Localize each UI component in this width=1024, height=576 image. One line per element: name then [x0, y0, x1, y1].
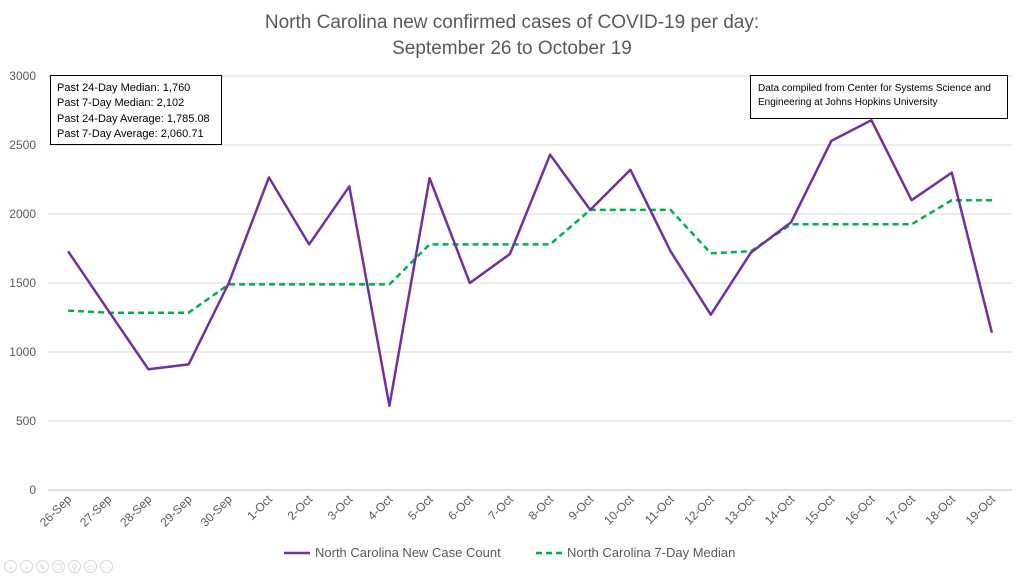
x-tick-label: 1-Oct: [244, 492, 275, 523]
series-line-median: [68, 198, 992, 314]
legend-label: North Carolina New Case Count: [315, 545, 501, 560]
x-tick-label: 17-Oct: [882, 492, 918, 528]
stats-line-7day-average: Past 7-Day Average: 2,060.71: [57, 128, 204, 141]
x-tick-label: 4-Oct: [365, 492, 396, 523]
x-tick-label: 13-Oct: [722, 492, 758, 528]
x-tick-label: 15-Oct: [802, 492, 838, 528]
x-axis-ticks: 26-Sep 27-Sep 28-Sep 29-Sep 30-Sep 1-Oct 2-Oct…: [37, 492, 999, 530]
x-tick-label: 30-Sep: [198, 492, 235, 529]
forward-icon[interactable]: ›: [20, 560, 33, 573]
legend-label: North Carolina 7-Day Median: [567, 545, 735, 560]
y-tick-label: 1500: [9, 276, 36, 290]
x-tick-label: 2-Oct: [285, 492, 316, 523]
x-tick-label: 29-Sep: [157, 492, 194, 529]
legend: North Carolina New Case Count North Carol…: [284, 545, 735, 560]
x-tick-label: 12-Oct: [682, 492, 718, 528]
present-icon[interactable]: ▭: [84, 560, 97, 573]
series-lines: [67, 118, 994, 408]
x-tick-label: 7-Oct: [485, 492, 516, 523]
source-annotation-box: Data compiled from Center for Systems Sc…: [750, 75, 1008, 119]
pen-icon[interactable]: ✎: [36, 560, 49, 573]
x-tick-label: 18-Oct: [923, 492, 959, 528]
stats-line-24day-median: Past 24-Day Median: 1,760: [57, 82, 191, 94]
x-tick-label: 9-Oct: [566, 492, 597, 523]
x-tick-label: 8-Oct: [526, 492, 557, 523]
x-tick-label: 14-Oct: [762, 492, 798, 528]
y-tick-label: 2000: [9, 207, 36, 221]
series-line-case-count: [67, 118, 994, 408]
zoom-icon[interactable]: ⚲: [68, 560, 81, 573]
x-tick-label: 19-Oct: [963, 492, 999, 528]
chart-title-line-1: North Carolina new confirmed cases of CO…: [265, 12, 759, 33]
x-tick-label: 10-Oct: [601, 492, 637, 528]
x-tick-label: 5-Oct: [405, 492, 436, 523]
y-tick-label: 2500: [9, 138, 36, 152]
copy-icon[interactable]: ❐: [52, 560, 65, 573]
x-tick-label: 6-Oct: [445, 492, 476, 523]
x-tick-label: 16-Oct: [842, 492, 878, 528]
x-tick-label: 28-Sep: [117, 492, 154, 529]
source-line-1: Data compiled from Center for Systems Sc…: [758, 83, 991, 94]
y-tick-label: 3000: [9, 69, 36, 83]
x-tick-label: 3-Oct: [325, 492, 356, 523]
y-tick-label: 1000: [9, 345, 36, 359]
back-icon[interactable]: ‹: [4, 560, 17, 573]
x-tick-label: 26-Sep: [37, 492, 74, 529]
stats-line-7day-median: Past 7-Day Median: 2,102: [57, 97, 185, 110]
slideshow-controls: ‹ › ✎ ❐ ⚲ ▭ ⋯: [4, 560, 113, 573]
stats-line-24day-average: Past 24-Day Average: 1,785.08: [57, 112, 210, 125]
source-line-2: Engineering at Johns Hopkins University: [758, 97, 938, 108]
y-tick-label: 0: [29, 483, 36, 497]
x-tick-label: 27-Sep: [77, 492, 114, 529]
x-tick-label: 11-Oct: [642, 492, 677, 527]
more-icon[interactable]: ⋯: [100, 560, 113, 573]
y-axis-ticks: 0 500 1000 1500 2000 2500 3000: [9, 69, 36, 497]
legend-item-median: North Carolina 7-Day Median: [536, 545, 735, 560]
legend-item-case-count: North Carolina New Case Count: [284, 545, 501, 560]
chart-title-line-2: September 26 to October 19: [392, 38, 632, 59]
stats-annotation-box: Past 24-Day Median: 1,760 Past 7-Day Med…: [50, 75, 222, 145]
y-tick-label: 500: [16, 414, 36, 428]
